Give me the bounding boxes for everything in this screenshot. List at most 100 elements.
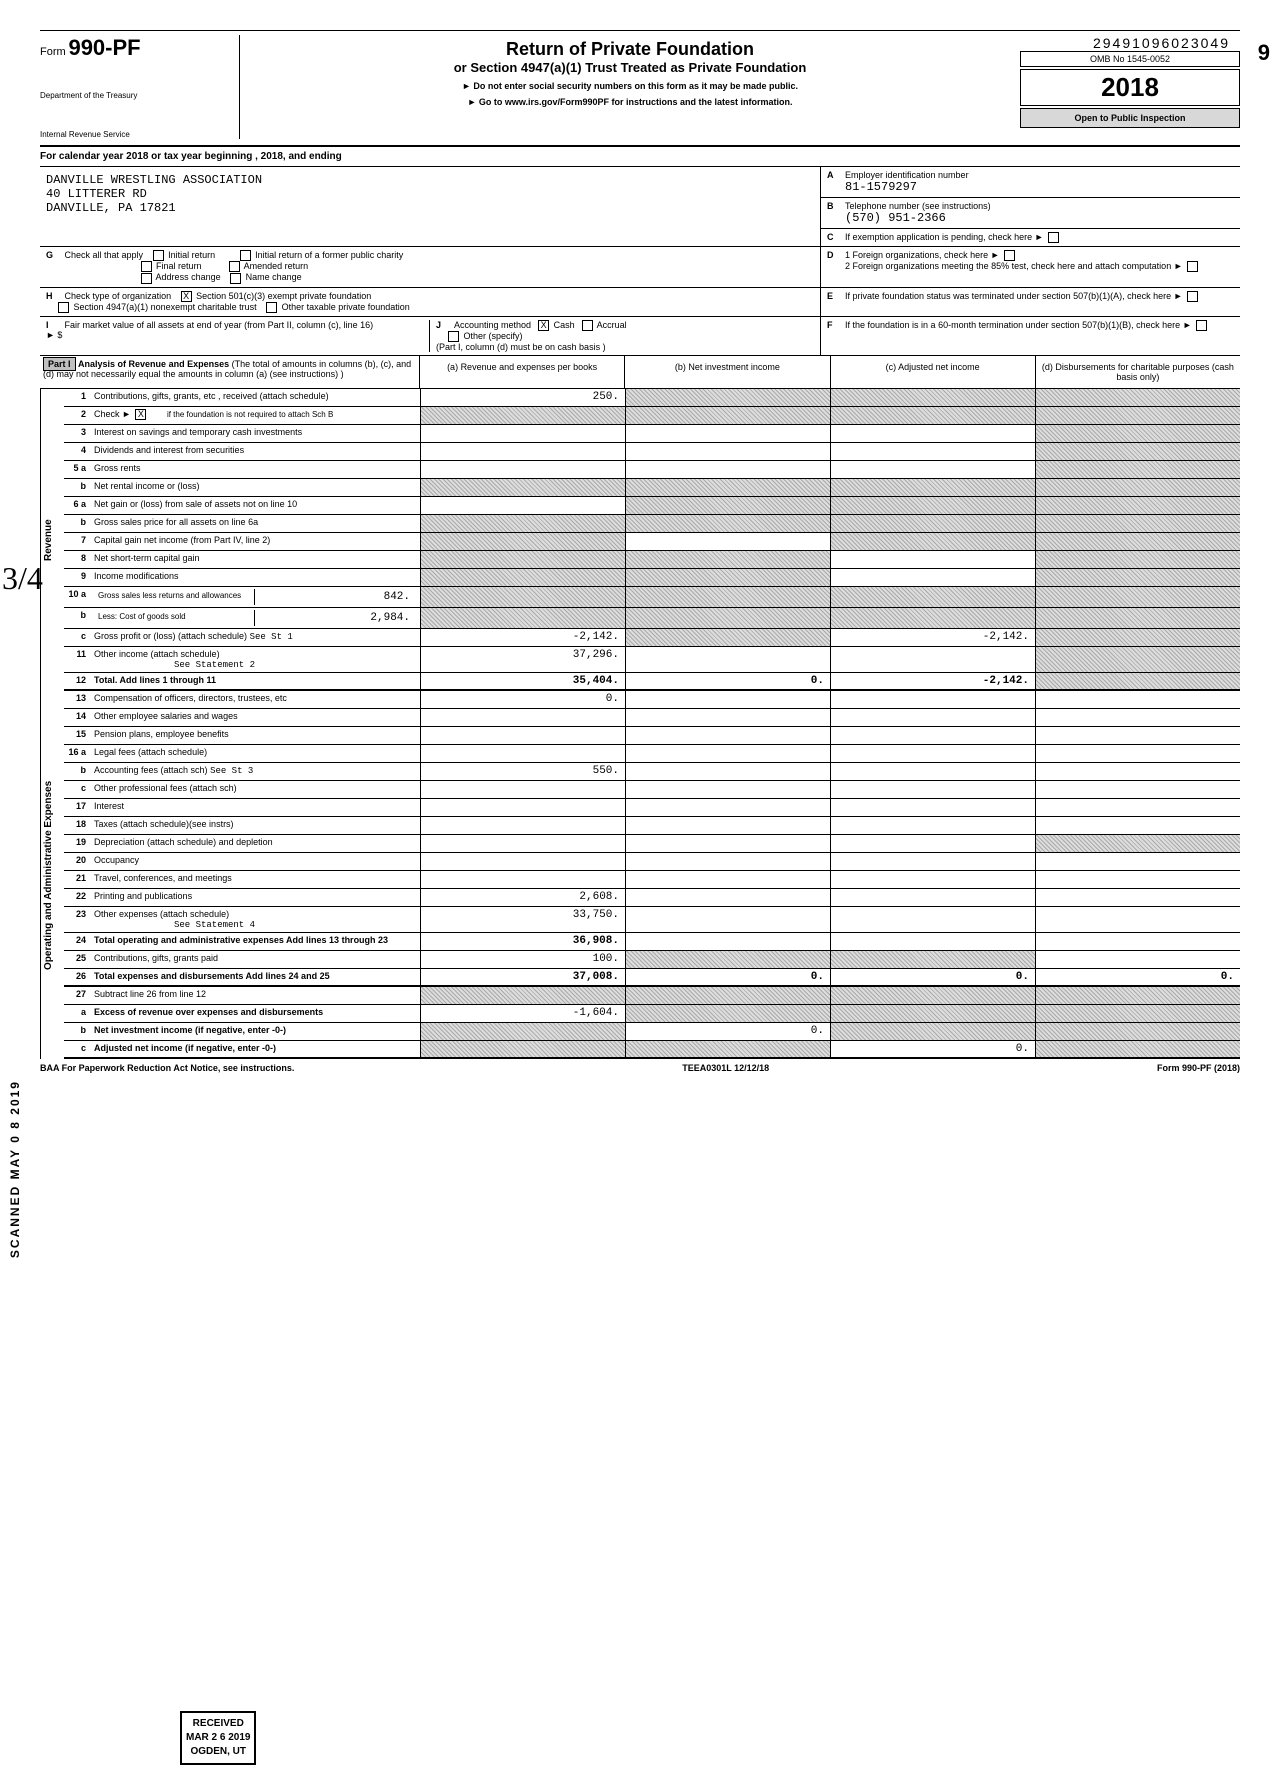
col-c-hdr: (c) Adjusted net income	[831, 356, 1036, 388]
calendar-year-row: For calendar year 2018 or tax year begin…	[40, 147, 1240, 167]
l26-a: 37,008.	[420, 969, 625, 985]
l21-desc: Travel, conferences, and meetings	[90, 871, 420, 888]
l26-d: 0.	[1035, 969, 1240, 985]
l23-desc: Other expenses (attach schedule)	[94, 909, 229, 919]
opt-amended: Amended return	[244, 261, 309, 271]
l24-desc: Total operating and administrative expen…	[90, 933, 420, 950]
opt-initial: Initial return	[168, 250, 215, 260]
checkbox-4947[interactable]	[58, 302, 69, 313]
page-nine: 9	[1258, 40, 1270, 66]
checkbox-f[interactable]	[1196, 320, 1207, 331]
l3-desc: Interest on savings and temporary cash i…	[90, 425, 420, 442]
col-b-hdr: (b) Net investment income	[625, 356, 830, 388]
checkbox-final[interactable]	[141, 261, 152, 272]
top-rule	[40, 30, 1240, 31]
l12-c: -2,142.	[830, 673, 1035, 689]
checkbox-schb[interactable]: X	[135, 409, 146, 420]
l8-desc: Net short-term capital gain	[90, 551, 420, 568]
l23-ref: See Statement 4	[94, 920, 255, 930]
l4-desc: Dividends and interest from securities	[90, 443, 420, 460]
checkbox-other-tax[interactable]	[266, 302, 277, 313]
revenue-label: Revenue	[40, 389, 64, 691]
l10a-desc: Gross sales less returns and allowances	[94, 589, 254, 605]
checkbox-address[interactable]	[141, 273, 152, 284]
l16a-desc: Legal fees (attach schedule)	[90, 745, 420, 762]
opt-final: Final return	[156, 261, 202, 271]
l26-desc: Total expenses and disbursements Add lin…	[90, 969, 420, 985]
org-addr2: DANVILLE, PA 17821	[46, 201, 814, 215]
l10a-val: 842.	[254, 589, 416, 605]
l10b-desc: Less: Cost of goods sold	[94, 610, 254, 626]
l27a-desc: Excess of revenue over expenses and disb…	[90, 1005, 420, 1022]
l26-c: 0.	[830, 969, 1035, 985]
org-name: DANVILLE WRESTLING ASSOCIATION	[46, 173, 814, 187]
l5a-desc: Gross rents	[90, 461, 420, 478]
l15-desc: Pension plans, employee benefits	[90, 727, 420, 744]
checkbox-other[interactable]	[448, 331, 459, 342]
l1-a: 250.	[420, 389, 625, 406]
l6a-desc: Net gain or (loss) from sale of assets n…	[90, 497, 420, 514]
opt-initial-former: Initial return of a former public charit…	[255, 250, 403, 260]
ein: 81-1579297	[845, 180, 1234, 194]
opt-name: Name change	[246, 272, 302, 282]
opt-address: Address change	[156, 272, 221, 282]
l11-ref: See Statement 2	[94, 660, 255, 670]
checkbox-name[interactable]	[230, 273, 241, 284]
checkbox-c[interactable]	[1048, 232, 1059, 243]
l10c-c: -2,142.	[830, 629, 1035, 646]
opt-4947: Section 4947(a)(1) nonexempt charitable …	[74, 302, 257, 312]
checkbox-d2[interactable]	[1187, 261, 1198, 272]
checkbox-e[interactable]	[1187, 291, 1198, 302]
entity-section: DANVILLE WRESTLING ASSOCIATION 40 LITTER…	[40, 167, 1240, 247]
footer-center: TEEA0301L 12/12/18	[682, 1063, 769, 1073]
checkbox-cash[interactable]: X	[538, 320, 549, 331]
l16b-ref: See St 3	[210, 766, 253, 776]
g-label: Check all that apply	[65, 250, 144, 260]
box-f: If the foundation is in a 60-month termi…	[845, 320, 1180, 330]
org-addr1: 40 LITTERER RD	[46, 187, 814, 201]
footer-left: BAA For Paperwork Reduction Act Notice, …	[40, 1063, 294, 1073]
j-note: (Part I, column (d) must be on cash basi…	[436, 342, 606, 352]
l11-a: 37,296.	[420, 647, 625, 672]
l10b-val: 2,984.	[254, 610, 416, 626]
l27c-desc: Adjusted net income (if negative, enter …	[90, 1041, 420, 1057]
l14-desc: Other employee salaries and wages	[90, 709, 420, 726]
checkbox-initial-former[interactable]	[240, 250, 251, 261]
l25-desc: Contributions, gifts, grants paid	[90, 951, 420, 968]
l13-desc: Compensation of officers, directors, tru…	[90, 691, 420, 708]
form-prefix: Form	[40, 46, 66, 58]
l13-a: 0.	[420, 691, 625, 708]
received-loc: OGDEN, UT	[186, 1745, 250, 1759]
box-e: If private foundation status was termina…	[845, 291, 1171, 301]
l20-desc: Occupancy	[90, 853, 420, 870]
checkbox-501c3[interactable]: X	[181, 291, 192, 302]
received-text: RECEIVED	[186, 1717, 250, 1731]
l10c-desc: Gross profit or (loss) (attach schedule)	[94, 631, 247, 641]
l9-desc: Income modifications	[90, 569, 420, 586]
opt-501c3: Section 501(c)(3) exempt private foundat…	[196, 291, 371, 301]
l12-b: 0.	[625, 673, 830, 689]
l6b-desc: Gross sales price for all assets on line…	[90, 515, 420, 532]
checkbox-initial[interactable]	[153, 250, 164, 261]
l22-desc: Printing and publications	[90, 889, 420, 906]
form-title: Return of Private Foundation	[250, 39, 1010, 60]
l16c-desc: Other professional fees (attach sch)	[90, 781, 420, 798]
scribble-number: 29491096023049	[1020, 35, 1240, 51]
checkbox-accrual[interactable]	[582, 320, 593, 331]
l5b-desc: Net rental income or (loss)	[90, 479, 420, 496]
h-label: Check type of organization	[65, 291, 172, 301]
i-arrow: ► $	[46, 330, 62, 340]
box-d2: 2 Foreign organizations meeting the 85% …	[845, 261, 1171, 271]
l19-desc: Depreciation (attach schedule) and deple…	[90, 835, 420, 852]
l22-a: 2,608.	[420, 889, 625, 906]
l23-a: 33,750.	[420, 907, 625, 932]
box-c-label: If exemption application is pending, che…	[845, 232, 1032, 242]
footer: BAA For Paperwork Reduction Act Notice, …	[40, 1059, 1240, 1073]
checkbox-amended[interactable]	[229, 261, 240, 272]
scanned-stamp: SCANNED MAY 0 8 2019	[8, 1080, 22, 1258]
checkbox-d1[interactable]	[1004, 250, 1015, 261]
col-d-hdr: (d) Disbursements for charitable purpose…	[1036, 356, 1240, 388]
handwritten-34: 3/4	[2, 560, 43, 597]
l24-a: 36,908.	[420, 933, 625, 950]
form-number: 990-PF	[68, 35, 140, 60]
